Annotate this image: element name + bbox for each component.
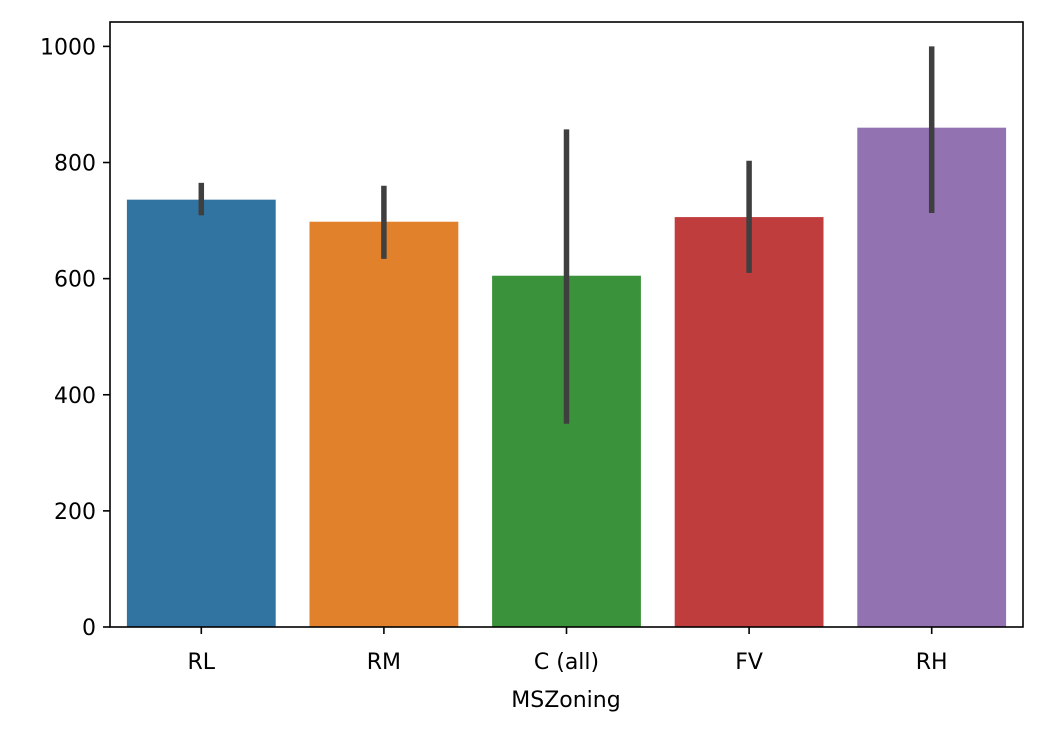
y-tick-label: 1000 bbox=[40, 35, 96, 60]
bar-rl bbox=[126, 199, 276, 627]
bar-rm bbox=[309, 221, 459, 627]
x-tick-label: RL bbox=[188, 650, 216, 675]
bar-fv bbox=[674, 217, 824, 627]
x-axis-label: MSZoning bbox=[511, 688, 620, 713]
x-axis: RL RM C (all) FV RH bbox=[188, 627, 948, 675]
y-axis: 0 200 400 600 800 1000 bbox=[40, 35, 110, 641]
y-tick-label: 400 bbox=[54, 384, 96, 409]
error-bars-layer bbox=[198, 46, 935, 424]
x-tick-label: C (all) bbox=[534, 650, 599, 675]
y-tick-label: 0 bbox=[82, 616, 96, 641]
y-tick-label: 800 bbox=[54, 152, 96, 177]
x-tick-label: RM bbox=[367, 650, 401, 675]
y-tick-label: 200 bbox=[54, 500, 96, 525]
x-tick-label: RH bbox=[916, 650, 948, 675]
bars-layer bbox=[126, 127, 1007, 627]
y-tick-label: 600 bbox=[54, 268, 96, 293]
x-tick-label: FV bbox=[735, 650, 763, 675]
